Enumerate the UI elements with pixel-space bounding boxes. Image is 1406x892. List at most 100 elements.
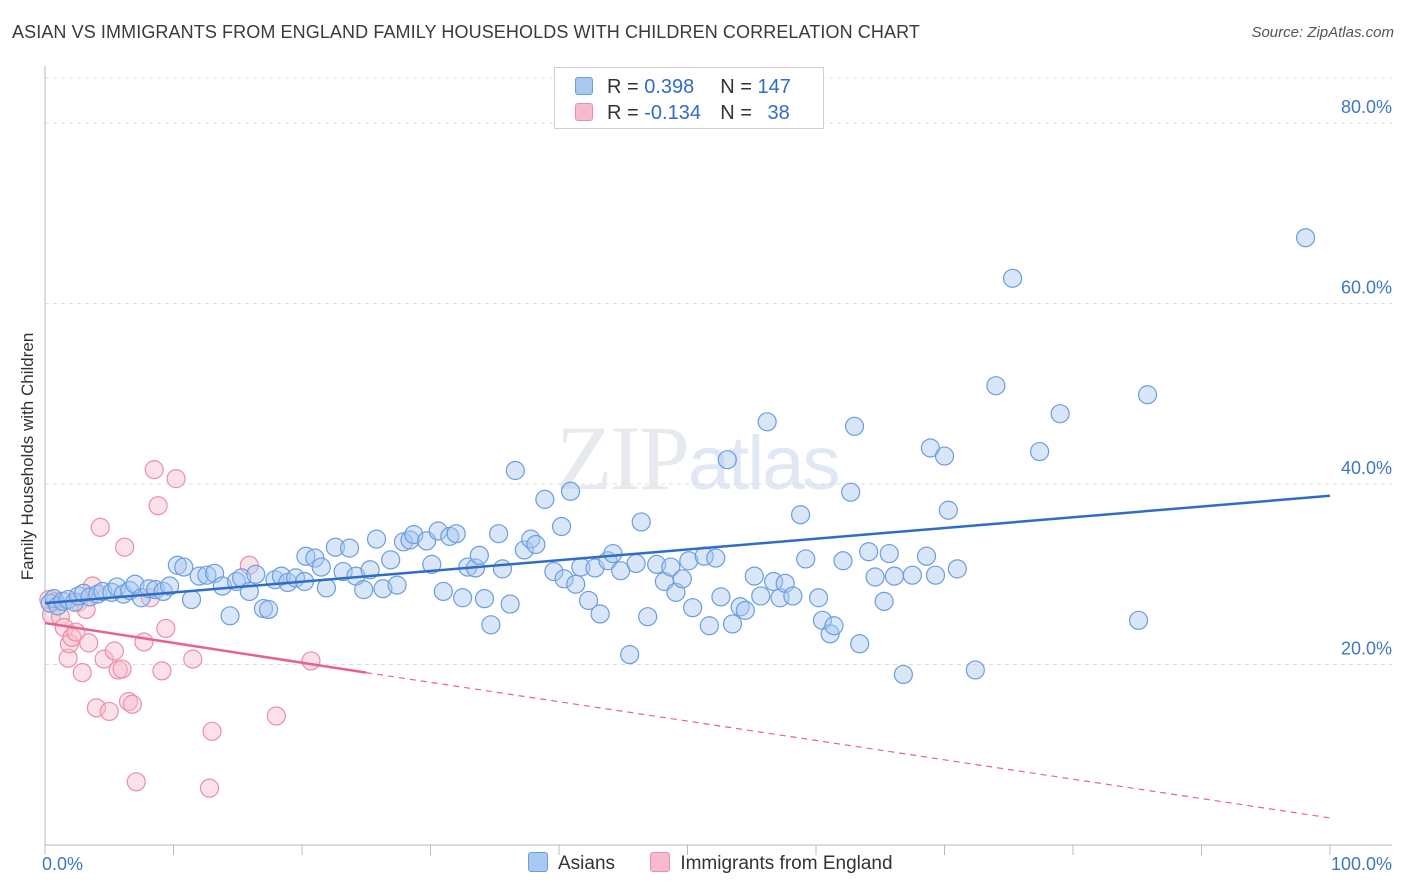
asians-point <box>474 589 495 609</box>
england-point <box>126 772 146 792</box>
england-point <box>134 632 154 652</box>
asians-point <box>757 412 777 432</box>
england-point <box>112 659 132 679</box>
asians-point <box>521 529 541 549</box>
asians-point <box>174 557 194 577</box>
asians-point <box>212 576 232 596</box>
england-trend-line <box>44 621 367 674</box>
asians-point <box>189 566 209 586</box>
england-point <box>202 721 222 741</box>
asians-point <box>947 559 967 579</box>
asians-point <box>246 564 266 584</box>
asians-point <box>220 606 240 626</box>
asians-point <box>578 590 599 611</box>
england-point <box>152 661 172 681</box>
asians-point <box>699 616 719 636</box>
asians-point <box>167 555 187 575</box>
asians-point <box>381 550 401 570</box>
england-trend-extension <box>366 672 1331 819</box>
asians-point <box>735 600 755 620</box>
asians-point <box>683 598 703 618</box>
asians-point <box>453 588 473 608</box>
asians-point <box>965 660 985 680</box>
asians-point <box>481 615 501 635</box>
england-point <box>156 618 176 639</box>
asians-point <box>1029 441 1050 462</box>
asians-point <box>841 482 861 502</box>
asians-point <box>859 542 879 562</box>
england-point <box>266 706 286 726</box>
asians-point <box>373 579 393 599</box>
asians-point <box>360 560 380 580</box>
asians-point <box>938 500 958 520</box>
england-point <box>90 517 110 537</box>
r-label: R = <box>607 102 645 124</box>
asians-point <box>566 574 586 594</box>
x-tick-label-min: 0.0% <box>42 854 83 874</box>
asians-trend-line <box>44 494 1331 605</box>
asians-point <box>258 599 279 620</box>
legend-label-asians: Asians <box>558 853 616 874</box>
asians-point <box>925 565 946 585</box>
england-point <box>183 649 203 669</box>
asians-point <box>400 530 420 550</box>
asians-point <box>920 438 940 458</box>
asians-point <box>790 505 811 525</box>
asians-point <box>1003 268 1023 288</box>
asians-point <box>446 524 466 544</box>
r-value: -0.134 <box>644 102 701 124</box>
asians-point <box>833 551 853 571</box>
asians-point <box>469 545 489 565</box>
asians-point <box>844 416 865 436</box>
asians-point <box>751 586 771 606</box>
legend-item-asians[interactable]: Asians <box>528 852 615 875</box>
asians-point <box>865 567 885 587</box>
axis-labels: 20.0% 40.0% 60.0% 80.0% 0.0% 100.0% Family Hou… <box>18 97 1392 874</box>
asians-point <box>73 583 94 603</box>
asians-point <box>808 588 829 608</box>
asians-point <box>679 551 699 571</box>
asians-point <box>717 450 737 470</box>
asians-point <box>722 614 743 634</box>
asians-point <box>744 566 764 586</box>
england-point <box>58 648 78 668</box>
asians-point <box>560 481 581 501</box>
asians-point <box>489 524 509 544</box>
asians-point <box>554 569 574 589</box>
england-legend-swatch <box>650 852 671 872</box>
asians-point <box>339 538 360 558</box>
england-point <box>144 460 164 480</box>
asians-point <box>796 549 816 569</box>
trend-lines <box>44 494 1331 819</box>
england-point <box>148 496 168 516</box>
asians-point <box>325 537 346 557</box>
asians-point <box>916 546 937 566</box>
england-point <box>86 698 107 718</box>
asians-point <box>1050 404 1070 424</box>
england-point <box>122 694 142 714</box>
asians-point <box>80 587 100 607</box>
asians-point <box>730 597 750 617</box>
y-tick-label: 40.0% <box>1341 458 1392 478</box>
axes <box>44 66 1392 855</box>
asians-point <box>631 512 651 532</box>
n-label: N = <box>720 76 758 98</box>
asians-point <box>535 489 555 509</box>
asians-point <box>1137 385 1158 405</box>
asians-point <box>551 516 572 537</box>
asians-point <box>711 587 731 607</box>
asians-point <box>393 532 414 552</box>
england-point <box>94 649 114 669</box>
england-point <box>72 663 92 683</box>
england-point <box>104 641 124 661</box>
legend-item-england[interactable]: Immigrants from England <box>650 852 893 875</box>
asians-points <box>40 228 1316 685</box>
watermark: ZIPatlas <box>556 405 841 511</box>
series-legend: Asians Immigrants from England <box>528 852 923 875</box>
asians-point <box>611 561 631 581</box>
r-value: 0.398 <box>644 76 695 98</box>
r-label: R = <box>607 76 645 98</box>
asians-point <box>638 607 658 627</box>
asians-point <box>934 446 955 466</box>
watermark-atlas: atlas <box>688 421 841 506</box>
